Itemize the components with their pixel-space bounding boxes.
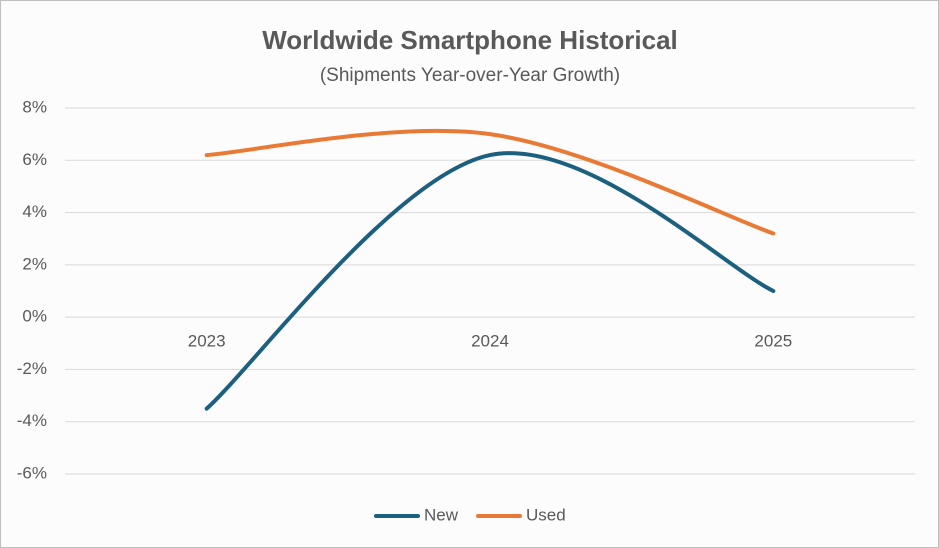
- x-tick-label: 2023: [188, 332, 226, 351]
- x-tick-label: 2024: [471, 332, 509, 351]
- y-tick-label: 6%: [22, 150, 47, 169]
- chart-title: Worldwide Smartphone Historical: [262, 25, 678, 55]
- x-tick-label: 2025: [754, 332, 792, 351]
- y-tick-label: -6%: [17, 463, 47, 482]
- legend-label: New: [424, 505, 459, 524]
- series-line: [204, 151, 776, 411]
- series-line: [204, 128, 776, 236]
- y-tick-label: -2%: [17, 359, 47, 378]
- y-tick-label: 2%: [22, 254, 47, 273]
- y-tick-label: 8%: [22, 97, 47, 116]
- y-tick-label: 4%: [22, 202, 47, 221]
- y-tick-label: 0%: [22, 307, 47, 326]
- legend-label: Used: [526, 505, 566, 524]
- y-tick-label: -4%: [17, 411, 47, 430]
- chart-subtitle: (Shipments Year-over-Year Growth): [320, 65, 620, 86]
